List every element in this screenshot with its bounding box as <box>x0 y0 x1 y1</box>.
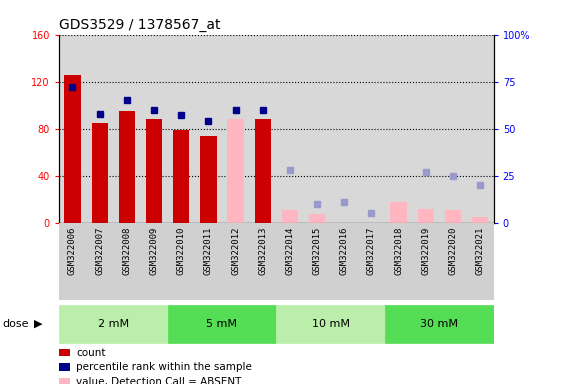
Bar <box>467 35 494 223</box>
Bar <box>330 223 358 300</box>
Bar <box>173 130 189 223</box>
Bar <box>86 35 113 223</box>
Bar <box>445 210 461 223</box>
Bar <box>304 35 330 223</box>
Bar <box>249 223 276 300</box>
Bar <box>467 223 494 300</box>
Text: 2 mM: 2 mM <box>98 319 129 329</box>
Bar <box>412 223 439 300</box>
Text: GSM322019: GSM322019 <box>421 227 430 275</box>
Text: GSM322007: GSM322007 <box>95 227 104 275</box>
Text: 10 mM: 10 mM <box>312 319 350 329</box>
Bar <box>385 306 494 343</box>
Bar <box>330 35 358 223</box>
Bar <box>59 363 70 371</box>
Text: GSM322020: GSM322020 <box>448 227 457 275</box>
Bar <box>113 35 140 223</box>
Bar <box>412 35 439 223</box>
Bar <box>195 223 222 300</box>
Text: GSM322009: GSM322009 <box>150 227 159 275</box>
Bar <box>86 223 113 300</box>
Bar <box>59 35 86 223</box>
Bar <box>358 223 385 300</box>
Text: GSM322012: GSM322012 <box>231 227 240 275</box>
Bar <box>385 223 412 300</box>
Text: GSM322015: GSM322015 <box>312 227 321 275</box>
Text: GSM322013: GSM322013 <box>258 227 267 275</box>
Bar <box>168 306 276 343</box>
Bar <box>91 123 108 223</box>
Bar <box>390 202 407 223</box>
Text: 5 mM: 5 mM <box>206 319 237 329</box>
Text: GSM322010: GSM322010 <box>177 227 186 275</box>
Bar <box>249 35 276 223</box>
Bar <box>276 35 304 223</box>
Bar <box>168 223 195 300</box>
Bar <box>276 306 385 343</box>
Bar <box>222 223 249 300</box>
Text: GSM322016: GSM322016 <box>340 227 349 275</box>
Text: GSM322014: GSM322014 <box>286 227 295 275</box>
Bar <box>472 217 488 223</box>
Bar <box>282 210 298 223</box>
Text: GSM322021: GSM322021 <box>476 227 485 275</box>
Bar <box>195 35 222 223</box>
Bar <box>146 119 162 223</box>
Bar <box>439 35 467 223</box>
Text: GDS3529 / 1378567_at: GDS3529 / 1378567_at <box>59 18 220 32</box>
Bar <box>358 35 385 223</box>
Bar <box>304 223 330 300</box>
Text: count: count <box>76 348 106 358</box>
Text: GSM322008: GSM322008 <box>122 227 131 275</box>
Bar <box>385 35 412 223</box>
Bar <box>140 223 168 300</box>
Bar <box>439 223 467 300</box>
Bar <box>255 119 271 223</box>
Bar <box>222 35 249 223</box>
Bar <box>59 349 70 356</box>
Text: GSM322011: GSM322011 <box>204 227 213 275</box>
Text: percentile rank within the sample: percentile rank within the sample <box>76 362 252 372</box>
Bar <box>417 209 434 223</box>
Text: 30 mM: 30 mM <box>420 319 458 329</box>
Text: dose: dose <box>3 319 29 329</box>
Text: GSM322018: GSM322018 <box>394 227 403 275</box>
Bar <box>227 119 243 223</box>
Bar <box>200 136 217 223</box>
Bar <box>140 35 168 223</box>
Text: value, Detection Call = ABSENT: value, Detection Call = ABSENT <box>76 377 242 384</box>
Text: ▶: ▶ <box>34 319 43 329</box>
Bar <box>65 74 81 223</box>
Bar <box>276 223 304 300</box>
Text: GSM322017: GSM322017 <box>367 227 376 275</box>
Bar <box>309 215 325 223</box>
Bar <box>168 35 195 223</box>
Text: GSM322006: GSM322006 <box>68 227 77 275</box>
Bar <box>119 111 135 223</box>
Bar <box>113 223 140 300</box>
Bar <box>59 223 86 300</box>
Bar <box>59 378 70 384</box>
Bar <box>59 306 168 343</box>
